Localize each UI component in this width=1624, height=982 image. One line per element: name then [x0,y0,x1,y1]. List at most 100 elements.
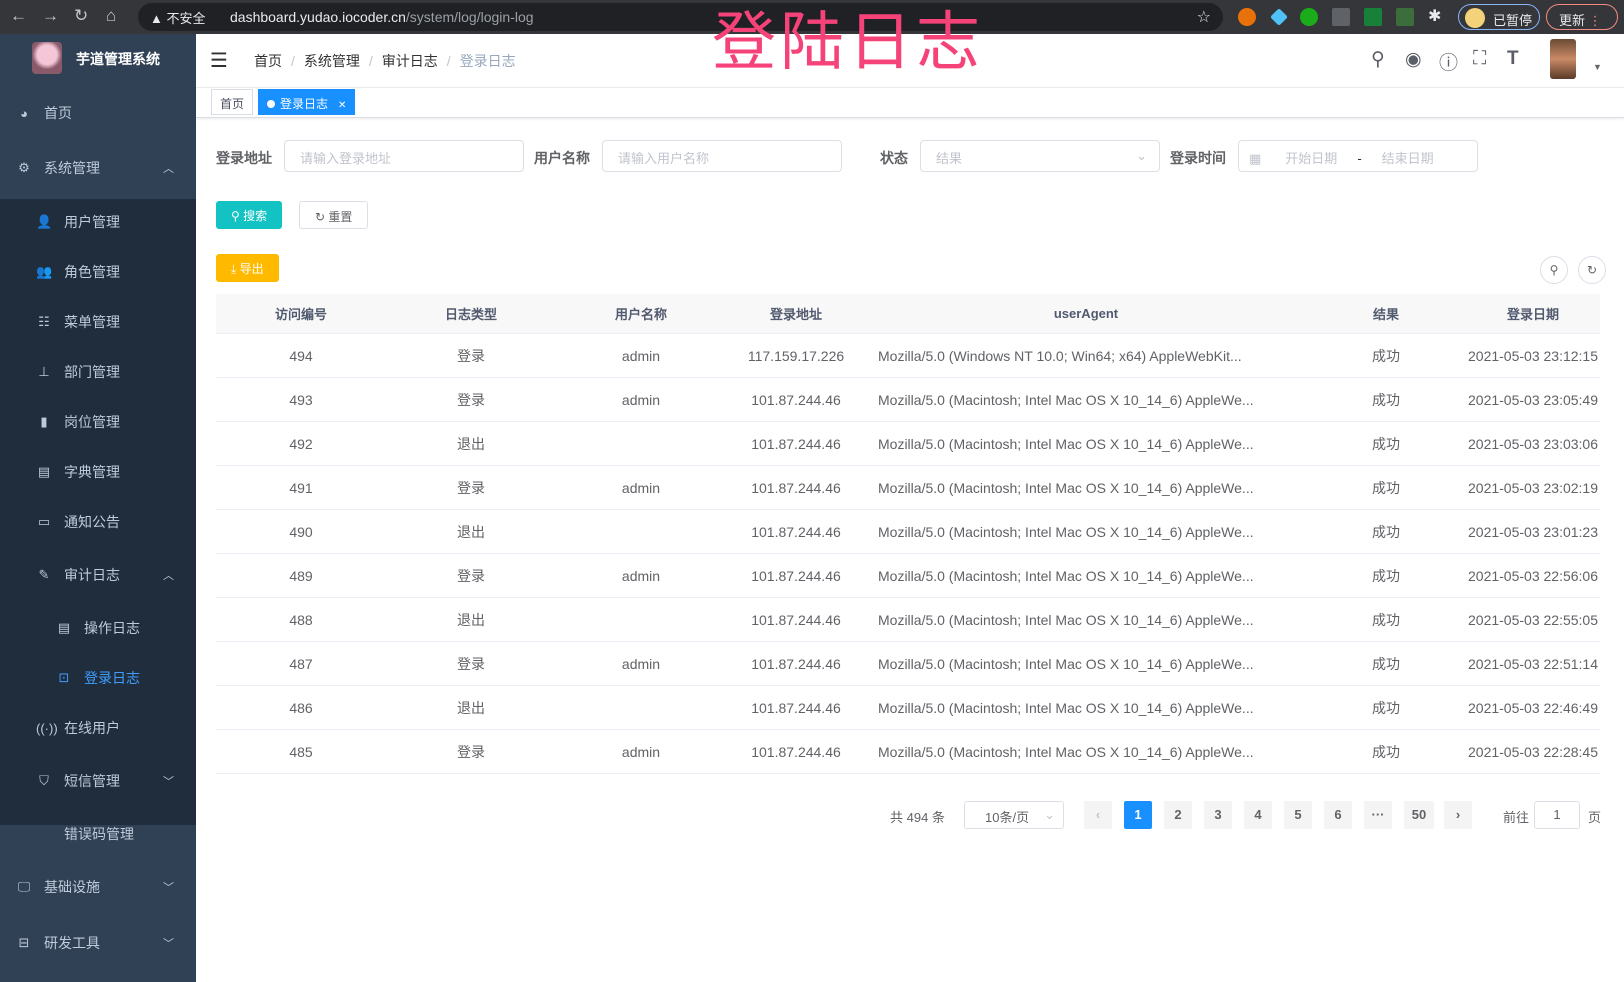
refresh-button[interactable]: ↻ [1578,256,1606,284]
table-row[interactable]: 485 登录 admin 101.87.244.46 Mozilla/5.0 (Maci… [216,730,1600,774]
page-button[interactable]: 2 [1164,801,1192,829]
sidebar-item[interactable]: 错误码管理 [0,809,196,859]
table-row[interactable]: 488 退出 101.87.244.46 Mozilla/5.0 (Macintosh… [216,598,1600,642]
chevron-up-icon: ︿ [163,570,174,582]
sidebar-item-label: 岗位管理 [64,414,120,430]
page-size-select[interactable]: 10条/页 ⌄ [964,801,1064,829]
column-header[interactable]: 访问编号 [274,307,327,322]
goto-page-input[interactable]: 1 [1534,801,1580,829]
home-icon[interactable]: ⌂ [106,6,117,25]
message-icon: ▭ [37,514,51,529]
export-button[interactable]: ⤓ 导出 [216,254,279,282]
tag-login-log[interactable]: 登录日志 ✕ [258,89,356,115]
page-button[interactable]: 1 [1124,801,1152,829]
table-row[interactable]: 494 登录 admin 117.159.17.226 Mozilla/5.0 (Win… [216,334,1600,378]
column-header[interactable]: 用户名称 [614,307,667,322]
table-row[interactable]: 490 退出 101.87.244.46 Mozilla/5.0 (Macintosh… [216,510,1600,554]
forward-icon[interactable]: → [42,6,59,25]
date-range-picker[interactable]: ▦ 开始日期 - 结束日期 [1238,140,1478,172]
page-button[interactable]: ··· [1364,801,1392,829]
caret-down-icon[interactable]: ▼ [1593,62,1602,72]
hamburger-icon[interactable]: ☰ [210,50,228,72]
ip-input[interactable]: 请输入登录地址 [284,140,524,172]
table-row[interactable]: 493 登录 admin 101.87.244.46 Mozilla/5.0 (Maci… [216,378,1600,422]
profile-button[interactable]: 已暂停 [1458,4,1540,30]
sidebar-item[interactable]: ⚙ 系统管理 ︿ [0,143,196,193]
table-cell: 2021-05-03 22:51:14 [1468,655,1598,672]
page-button[interactable]: 5 [1284,801,1312,829]
sidebar-item[interactable]: ▭ 通知公告 [0,497,196,547]
sidebar-item[interactable]: 🖵 基础设施 ﹀ [0,862,196,912]
toggle-search-button[interactable]: ⚲ [1540,256,1568,284]
table-cell: admin [621,347,661,364]
breadcrumb-current: 登录日志 [459,53,516,69]
update-button[interactable]: 更新 ⋮ [1546,4,1618,30]
page-button[interactable]: 50 [1404,801,1434,829]
extension-icon[interactable] [1396,8,1414,26]
table-cell: 2021-05-03 22:28:45 [1468,743,1598,760]
security-warning[interactable]: ▲ 不安全 [150,11,206,26]
extension-icon[interactable] [1270,8,1288,26]
address-bar[interactable]: ▲ 不安全 dashboard.yudao.iocoder.cn/system/… [138,3,1223,31]
breadcrumb-item[interactable]: 首页 [254,53,282,69]
prev-page-button[interactable]: ‹ [1084,801,1112,829]
table-cell: 成功 [1372,611,1400,628]
sidebar-item[interactable]: ▮ 岗位管理 [0,397,196,447]
page-button[interactable]: 4 [1244,801,1272,829]
extension-icon[interactable] [1300,8,1318,26]
status-select[interactable]: 结果 ⌄ [920,140,1160,172]
table-cell: 490 [289,523,313,540]
github-icon[interactable]: ◉ [1405,49,1422,70]
sidebar-item[interactable]: 👤 用户管理 [0,197,196,247]
column-header[interactable]: 日志类型 [444,307,497,322]
sidebar-item[interactable]: ((·)) 在线用户 [0,703,196,753]
breadcrumb-item[interactable]: 系统管理 [303,53,360,69]
logo [32,42,62,74]
sidebar-item[interactable]: ⛉ 短信管理 ﹀ [0,756,196,806]
tag-home[interactable]: 首页 [211,89,254,115]
table-cell: 成功 [1372,479,1400,496]
extension-icon[interactable] [1238,8,1256,26]
page-button[interactable]: 6 [1324,801,1352,829]
table-row[interactable]: 486 退出 101.87.244.46 Mozilla/5.0 (Macintosh… [216,686,1600,730]
font-size-icon[interactable]: T [1507,48,1519,69]
search-icon[interactable]: ⚲ [1371,49,1385,70]
close-icon[interactable]: ✕ [338,100,347,111]
sidebar-item[interactable]: ☷ 菜单管理 [0,297,196,347]
ip-label: 登录地址 [216,150,272,166]
extension-icon[interactable] [1332,8,1350,26]
sidebar-item[interactable]: ⊥ 部门管理 [0,347,196,397]
sidebar-item[interactable]: ⊡ 登录日志 [0,653,196,703]
reset-button[interactable]: ↻ 重置 [299,201,369,229]
puzzle-icon[interactable]: ✱ [1428,8,1442,25]
fullscreen-icon[interactable]: ⛶ [1473,48,1487,69]
table-row[interactable]: 487 登录 admin 101.87.244.46 Mozilla/5.0 (Maci… [216,642,1600,686]
star-icon[interactable]: ☆ [1196,9,1211,26]
sidebar-item[interactable]: ◕ 首页 [0,88,196,138]
column-header[interactable]: 登录地址 [769,307,822,322]
breadcrumb-item[interactable]: 审计日志 [381,53,438,69]
table-row[interactable]: 489 登录 admin 101.87.244.46 Mozilla/5.0 (Maci… [216,554,1600,598]
column-header[interactable]: 结果 [1372,307,1399,322]
sidebar-item[interactable]: ▤ 操作日志 [0,603,196,653]
sidebar-item[interactable]: ▤ 字典管理 [0,447,196,497]
table-row[interactable]: 492 退出 101.87.244.46 Mozilla/5.0 (Macintosh… [216,422,1600,466]
extension-icon[interactable] [1364,8,1382,26]
column-header[interactable]: 登录日期 [1506,307,1559,322]
next-page-button[interactable]: › [1444,801,1472,829]
page-button[interactable]: 3 [1204,801,1232,829]
column-header[interactable]: userAgent [1053,306,1119,321]
question-icon[interactable]: ⓘ [1439,53,1459,74]
avatar[interactable] [1550,39,1576,79]
table-cell: Mozilla/5.0 (Macintosh; Intel Mac OS X 1… [878,523,1254,540]
sidebar-item[interactable]: 👥 角色管理 [0,247,196,297]
reload-icon[interactable]: ↻ [74,6,89,25]
search-button[interactable]: ⚲ 搜索 [216,201,283,229]
back-icon[interactable]: ← [10,6,27,25]
table-row[interactable]: 491 登录 admin 101.87.244.46 Mozilla/5.0 (Maci… [216,466,1600,510]
username-input[interactable]: 请输入用户名称 [602,140,842,172]
sidebar-item[interactable]: ⊟ 研发工具 ﹀ [0,918,196,968]
shield-icon: ⛉ [39,773,49,788]
table-cell: 493 [289,391,313,408]
sidebar-item[interactable]: ✎ 审计日志 ︿ [0,550,196,600]
